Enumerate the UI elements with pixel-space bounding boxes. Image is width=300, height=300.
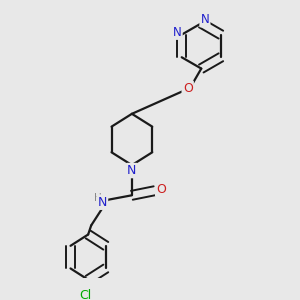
Text: H: H [94, 193, 102, 203]
Text: N: N [200, 13, 209, 26]
Text: N: N [127, 164, 136, 177]
Text: Cl: Cl [79, 289, 91, 300]
Text: O: O [183, 82, 193, 95]
Text: O: O [156, 183, 166, 196]
Text: N: N [98, 196, 107, 209]
Text: N: N [173, 26, 182, 39]
